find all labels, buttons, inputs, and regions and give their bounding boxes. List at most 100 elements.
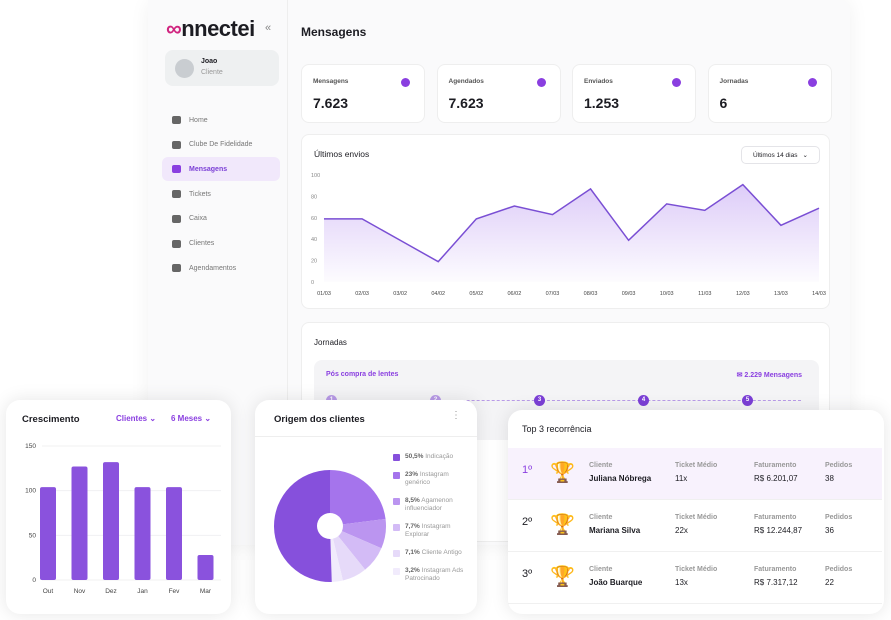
ticket-header: Ticket Médio: [675, 462, 718, 469]
stat-label: Enviados: [584, 78, 613, 85]
nav-icon: [172, 165, 181, 174]
pie-slice: [330, 470, 386, 526]
user-card[interactable]: Joao Cliente: [165, 50, 279, 86]
table-row[interactable]: 2º 🏆 Cliente Mariana Silva Ticket Médio 22…: [508, 500, 882, 552]
journey-count-text: 2.229 Mensagens: [744, 372, 802, 379]
nav-icon: [172, 116, 181, 124]
x-tick-label: 06/02: [508, 291, 522, 297]
send-icon: [672, 78, 681, 87]
legend-pct: 7,1%: [405, 549, 420, 556]
envios-chart: 0 20 40 60 80 100 01/03 02/03 03/02 04/02 05/02 06/…: [311, 173, 826, 297]
orders-value: 36: [825, 526, 834, 535]
orders-header: Pedidos: [825, 514, 853, 521]
x-tick-label: Jan: [137, 588, 148, 595]
client-header: Cliente: [589, 462, 613, 469]
area-fill: [324, 184, 819, 282]
y-tick-label: 150: [25, 443, 36, 450]
legend-label: Cliente Antigo: [421, 549, 462, 556]
sidebar-item-tickets[interactable]: Tickets: [162, 182, 280, 206]
y-tick-label: 100: [311, 173, 320, 179]
orders-value: 22: [825, 578, 834, 587]
origem-card: Origem dos clientes ⋮ 50,5% Indicação 23%…: [255, 400, 477, 614]
legend-pct: 7,7%: [405, 523, 420, 530]
bar: [71, 466, 88, 580]
sidebar-item-clientes[interactable]: Clientes: [162, 232, 280, 256]
x-tick-label: 01/03: [317, 291, 331, 297]
x-tick-label: 09/03: [622, 291, 636, 297]
legend-swatch: [393, 498, 400, 505]
orders-value: 38: [825, 474, 834, 483]
sidebar-item-mensagens[interactable]: Mensagens: [162, 157, 280, 182]
pie-slice: [330, 518, 386, 549]
journey-step[interactable]: 5: [742, 395, 753, 406]
legend-item: 7,1% Cliente Antigo: [393, 549, 473, 557]
trophy-icon: 🏆: [550, 514, 575, 536]
table-row[interactable]: 1º 🏆 Cliente Juliana Nóbrega Ticket Médio…: [508, 448, 882, 500]
legend-label: Indicação: [425, 453, 454, 460]
sidebar-item-home[interactable]: Home: [162, 108, 280, 132]
jornadas-title: Jornadas: [314, 338, 347, 347]
stat-card-jornadas: Jornadas 6: [707, 64, 832, 123]
origem-pie: [274, 470, 386, 582]
y-tick-label: 50: [29, 532, 37, 539]
bar: [40, 487, 56, 580]
journey-step[interactable]: 3: [534, 395, 545, 406]
revenue-header: Faturamento: [754, 566, 797, 573]
more-options-icon[interactable]: ⋮: [451, 410, 461, 421]
x-tick-label: 11/03: [698, 291, 711, 297]
revenue-value: R$ 6.201,07: [754, 474, 798, 483]
sidebar-item-agendamentos[interactable]: Agendamentos: [162, 256, 280, 280]
legend-item: 50,5% Indicação: [393, 453, 473, 461]
period-dropdown[interactable]: Últimos 14 dias ⌄: [741, 146, 820, 164]
ticket-value: 13x: [675, 578, 688, 587]
clientes-filter[interactable]: Clientes ⌄: [116, 414, 157, 423]
stat-value: 6: [719, 95, 728, 111]
stat-label: Mensagens: [313, 78, 349, 85]
legend-item: 7,7% Instagram Explorar: [393, 523, 473, 539]
ticket-value: 11x: [675, 474, 688, 483]
sidebar-item-clube-de-fidelidade[interactable]: Clube De Fidelidade: [162, 133, 280, 157]
legend-label: Instagram genérico: [405, 471, 449, 486]
rank: 1º: [522, 464, 533, 476]
bar: [197, 554, 214, 580]
revenue-header: Faturamento: [754, 514, 797, 521]
page-title: Mensagens: [301, 25, 367, 39]
legend-item: 8,5% Agamenon influenciador: [393, 497, 473, 513]
x-tick-label: 02/03: [355, 291, 369, 297]
legend-pct: 23%: [405, 471, 419, 478]
pie-hole: [317, 513, 343, 539]
pie-slice: [330, 526, 382, 570]
trophy-icon: 🏆: [550, 462, 575, 484]
ticket-header: Ticket Médio: [675, 514, 718, 521]
stat-label: Agendados: [448, 78, 484, 85]
person-icon: [807, 78, 817, 87]
trophy-icon: 🏆: [550, 566, 575, 588]
sidebar-item-label: Clube De Fidelidade: [189, 141, 253, 149]
y-tick-label: 20: [311, 259, 317, 265]
filter-label: 6 Meses: [171, 414, 203, 423]
nav-icon: [172, 190, 181, 199]
legend-pct: 50,5%: [405, 453, 424, 460]
user-name: Joao: [201, 58, 218, 65]
sidebar-item-label: Tickets: [189, 190, 211, 198]
months-filter[interactable]: 6 Meses ⌄: [171, 414, 212, 423]
table-row[interactable]: 3º 🏆 Cliente João Buarque Ticket Médio 13x…: [508, 552, 882, 604]
legend-pct: 3,2%: [405, 567, 420, 574]
rank: 2º: [522, 516, 533, 528]
sidebar-item-label: Clientes: [189, 240, 215, 247]
top3-title: Top 3 recorrência: [522, 424, 592, 434]
x-tick-label: Dez: [105, 588, 117, 595]
journey-name: Pós compra de lentes: [326, 371, 399, 378]
x-tick-label: 14/03: [812, 291, 826, 297]
collapse-sidebar-icon[interactable]: «: [265, 22, 272, 34]
sidebar-item-caixa[interactable]: Caixa: [162, 207, 280, 231]
x-tick-label: 07/03: [546, 291, 560, 297]
bar: [103, 462, 119, 580]
journey-line: [331, 400, 801, 401]
sidebar-item-label: Caixa: [189, 215, 207, 223]
calendar-icon: [536, 78, 546, 87]
client-name: João Buarque: [589, 578, 643, 587]
bar: [166, 487, 182, 580]
journey-step[interactable]: 4: [638, 395, 649, 406]
envios-title: Últimos envios: [314, 149, 370, 159]
